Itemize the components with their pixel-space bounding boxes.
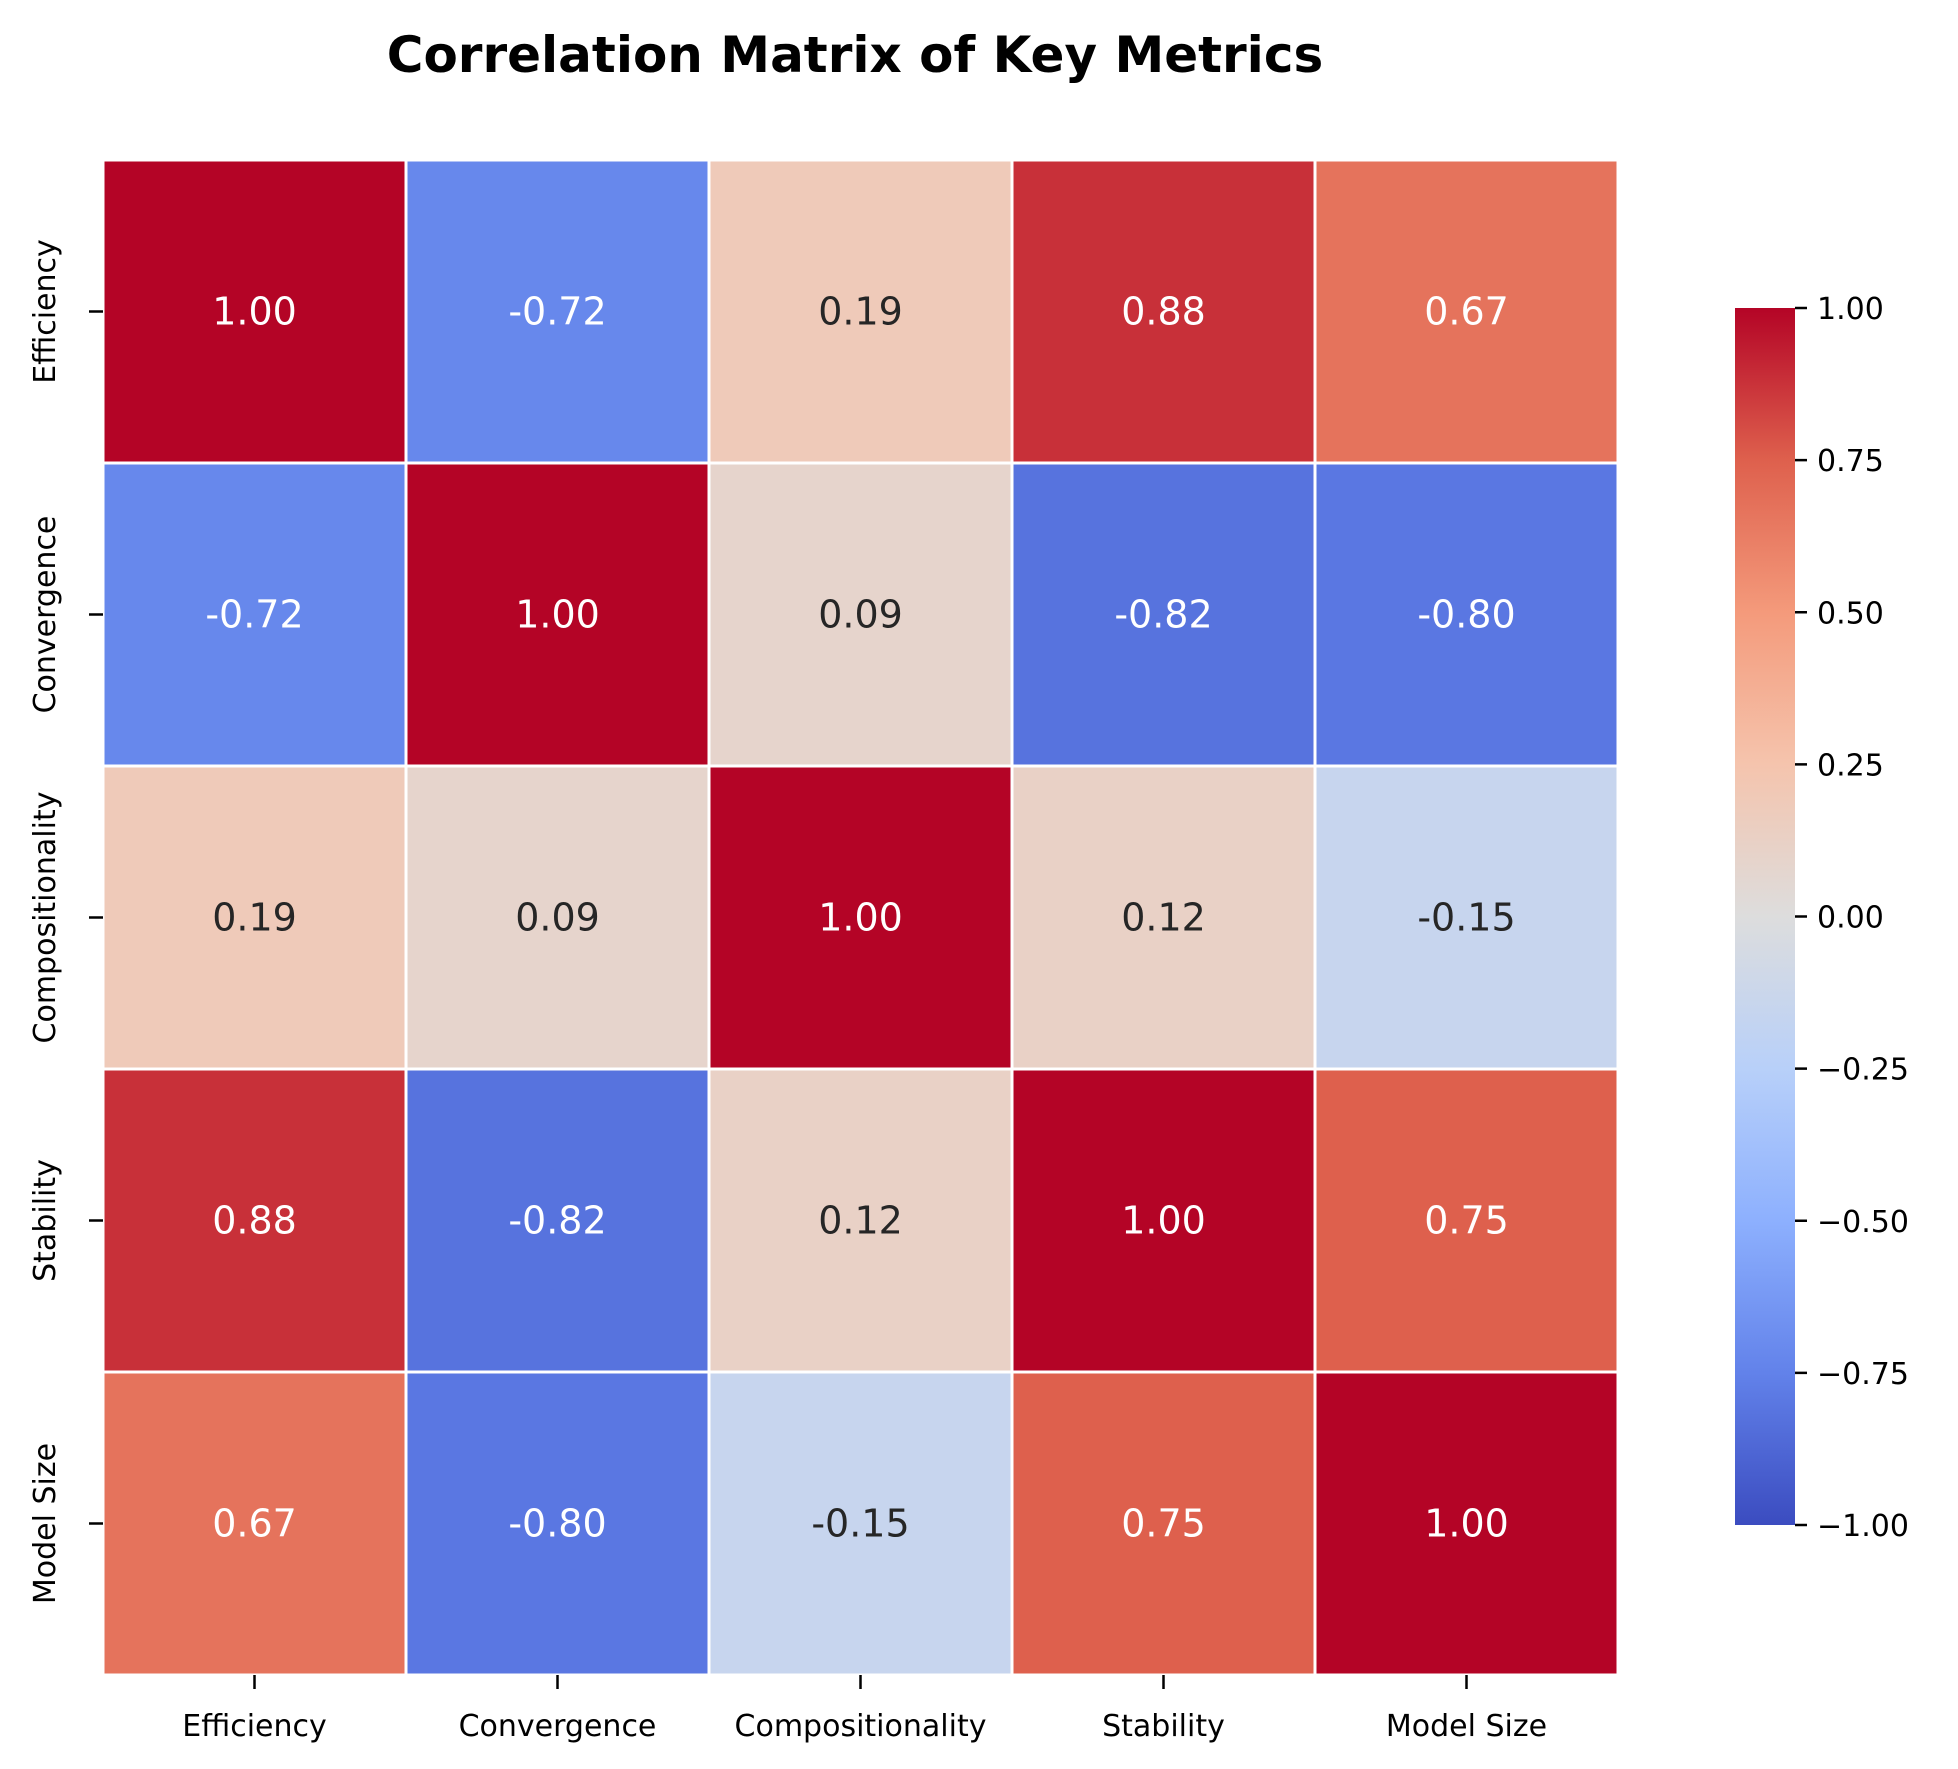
heatmap-cell <box>407 1070 708 1371</box>
heatmap-cell <box>104 161 405 462</box>
heatmap-cell <box>104 1070 405 1371</box>
cell-value-label: 0.09 <box>818 593 903 637</box>
heatmap-cell <box>104 1373 405 1674</box>
colorbar-tick-label: 0.75 <box>1817 444 1884 479</box>
cell-value-label: 0.88 <box>1121 290 1206 334</box>
col-tick-label: Convergence <box>459 1709 657 1744</box>
cell-value-label: -0.82 <box>508 1199 606 1243</box>
colorbar-tick-label: −0.25 <box>1817 1053 1909 1088</box>
row-tick-label: Stability <box>28 1159 63 1282</box>
cell-value-label: 0.12 <box>818 1199 903 1243</box>
cell-value-label: 0.67 <box>1424 290 1509 334</box>
colorbar-tick-label: −1.00 <box>1817 1509 1909 1544</box>
cell-value-label: 0.09 <box>515 896 600 940</box>
cell-value-label: 1.00 <box>1424 1502 1509 1546</box>
row-tick-label: Efficiency <box>28 239 63 384</box>
cell-value-label: 0.75 <box>1121 1502 1206 1546</box>
heatmap-cell <box>104 767 405 1068</box>
col-tick-labels: Efficiency Convergence Compositionality Sta… <box>182 1675 1547 1744</box>
heatmap-cell <box>1013 1070 1314 1371</box>
cell-value-label: 0.75 <box>1424 1199 1509 1243</box>
row-tick-label: Convergence <box>28 516 63 714</box>
colorbar-tick-label: 0.25 <box>1817 748 1884 783</box>
cell-value-label: -0.72 <box>205 593 303 637</box>
heatmap-cell <box>710 1373 1011 1674</box>
heatmap-cell <box>710 161 1011 462</box>
cell-value-label: -0.80 <box>1417 593 1515 637</box>
heatmap-cell <box>1316 767 1617 1068</box>
cell-value-label: -0.80 <box>508 1502 606 1546</box>
row-tick-label: Model Size <box>28 1443 63 1604</box>
heatmap-cell <box>1316 161 1617 462</box>
heatmap-cell <box>104 464 405 765</box>
cell-value-label: -0.82 <box>1114 593 1212 637</box>
heatmap-cell <box>1013 1373 1314 1674</box>
cell-value-label: 1.00 <box>515 593 600 637</box>
cell-value-label: 1.00 <box>212 290 297 334</box>
col-tick-label: Compositionality <box>735 1709 987 1744</box>
heatmap-cell <box>1013 161 1314 462</box>
colorbar-tick-label: 0.00 <box>1817 901 1884 936</box>
cell-value-label: -0.15 <box>811 1502 909 1546</box>
cell-value-label: 1.00 <box>818 896 903 940</box>
cell-value-label: 1.00 <box>1121 1199 1206 1243</box>
colorbar-bar <box>1735 308 1795 1525</box>
heatmap-cell <box>1013 464 1314 765</box>
col-tick-label: Model Size <box>1386 1709 1547 1744</box>
cell-value-label: 0.19 <box>818 290 903 334</box>
colorbar-tick-label: 1.00 <box>1817 292 1884 327</box>
col-tick-label: Stability <box>1102 1709 1225 1744</box>
cell-value-label: 0.19 <box>212 896 297 940</box>
chart-title: Correlation Matrix of Key Metrics <box>387 26 1323 84</box>
cell-value-label: 0.88 <box>212 1199 297 1243</box>
cell-value-label: -0.72 <box>508 290 606 334</box>
col-tick-label: Efficiency <box>182 1709 327 1744</box>
heatmap-cell <box>1316 464 1617 765</box>
heatmap-cell <box>710 464 1011 765</box>
heatmap-cell <box>1316 1373 1617 1674</box>
heatmap-cell <box>710 767 1011 1068</box>
cell-value-label: 0.67 <box>212 1502 297 1546</box>
cell-value-label: -0.15 <box>1417 896 1515 940</box>
heatmap-cell <box>407 464 708 765</box>
heatmap-cell <box>710 1070 1011 1371</box>
heatmap-cells: 1.00 -0.72 0.19 0.88 0.67 -0.72 1.00 0.09 -0.82 -… <box>104 161 1617 1674</box>
heatmap-cell <box>1316 1070 1617 1371</box>
colorbar-tick-label: 0.50 <box>1817 596 1884 631</box>
heatmap-cell <box>1013 767 1314 1068</box>
heatmap-cell <box>407 161 708 462</box>
row-tick-labels: Efficiency Convergence Compositionality Sta… <box>28 239 103 1604</box>
heatmap-cell <box>407 1373 708 1674</box>
heatmap-cell <box>407 767 708 1068</box>
colorbar-tick-label: −0.50 <box>1817 1205 1909 1240</box>
cell-value-label: 0.12 <box>1121 896 1206 940</box>
colorbar-tick-label: −0.75 <box>1817 1357 1909 1392</box>
colorbar: 1.00 0.75 0.50 0.25 0.00 −0.25 −0.50 −0.75 −1.00 <box>1735 292 1909 1544</box>
row-tick-label: Compositionality <box>28 792 63 1044</box>
